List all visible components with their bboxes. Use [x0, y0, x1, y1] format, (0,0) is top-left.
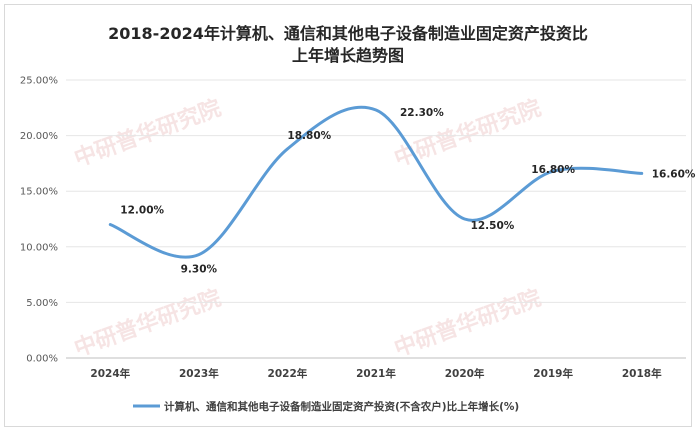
chart-frame	[4, 4, 692, 427]
x-tick-label: 2023年	[179, 367, 219, 380]
data-label: 12.00%	[120, 205, 164, 217]
y-tick-label: 5.00%	[26, 298, 58, 309]
y-tick-label: 20.00%	[20, 131, 58, 142]
data-label: 16.60%	[652, 168, 696, 180]
x-tick-label: 2018年	[622, 367, 662, 380]
x-axis-ticks: 2024年 2023年 2022年 2021年 2020年 2019年 2018年	[90, 367, 662, 380]
data-label: 12.50%	[471, 220, 515, 232]
data-label: 22.30%	[400, 107, 444, 119]
data-labels: 12.00% 9.30% 18.80% 22.30% 12.50% 16.80% 16.60…	[120, 107, 696, 276]
x-tick-label: 2019年	[533, 367, 573, 380]
y-tick-label: 10.00%	[20, 242, 58, 253]
data-label: 16.80%	[531, 164, 575, 176]
legend-label: 计算机、通信和其他电子设备制造业固定资产投资(不含农户)比上年增长(%)	[164, 400, 519, 413]
x-tick-label: 2020年	[445, 367, 485, 380]
series-line	[108, 105, 644, 259]
y-axis-ticks: 0.00% 5.00% 10.00% 15.00% 20.00% 25.00%	[20, 76, 58, 365]
data-label: 18.80%	[287, 130, 331, 142]
watermark-text: 中研普华研究院	[71, 95, 225, 172]
data-label: 9.30%	[181, 264, 218, 276]
watermark-text: 中研普华研究院	[71, 285, 225, 362]
y-tick-label: 15.00%	[20, 187, 58, 198]
watermark-text: 中研普华研究院	[391, 285, 545, 362]
y-tick-label: 25.00%	[20, 76, 58, 87]
gridlines	[66, 79, 686, 359]
y-tick-label: 0.00%	[26, 354, 58, 365]
x-tick-label: 2021年	[356, 367, 396, 380]
x-tick-label: 2024年	[90, 367, 130, 380]
x-tick-label: 2022年	[268, 367, 308, 380]
chart-title-line2: 上年增长趋势图	[291, 46, 404, 65]
chart-title-line1: 2018-2024年计算机、通信和其他电子设备制造业固定资产投资比	[108, 24, 588, 43]
legend: 计算机、通信和其他电子设备制造业固定资产投资(不含农户)比上年增长(%)	[133, 400, 519, 413]
